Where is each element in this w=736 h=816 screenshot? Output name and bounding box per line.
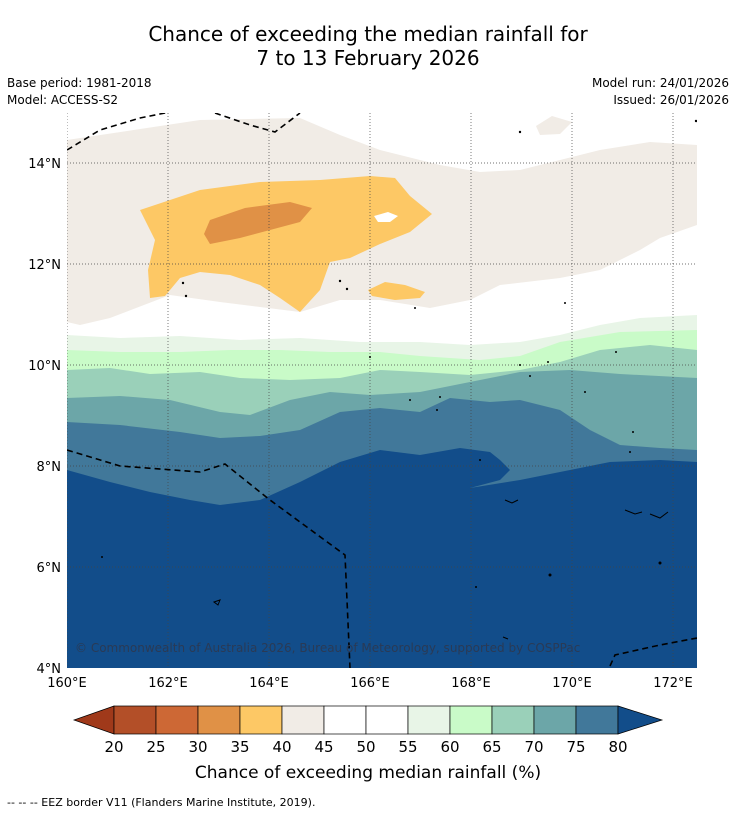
meta-left: Base period: 1981-2018 Model: ACCESS-S2 [7, 75, 152, 109]
colorbar-tick: 40 [272, 738, 291, 756]
eez-border [67, 113, 697, 668]
lat-label: 14°N [28, 157, 61, 172]
colorbar-tick: 60 [440, 738, 459, 756]
base-period: Base period: 1981-2018 [7, 76, 152, 90]
lon-label: 166°E [350, 676, 390, 691]
lon-label: 162°E [148, 676, 188, 691]
contour-35-40 [140, 176, 432, 312]
colorbar-tick: 55 [398, 738, 417, 756]
lon-label: 170°E [552, 676, 592, 691]
colorbar-swatch [197, 705, 241, 735]
colorbar-tick: 45 [314, 738, 333, 756]
colorbar-tick: 35 [230, 738, 249, 756]
lat-label: 4°N [37, 662, 62, 677]
island-outlines [212, 499, 669, 640]
map-copyright: © Commonwealth of Australia 2026, Bureau… [75, 641, 580, 655]
colorbar-tick: 75 [566, 738, 585, 756]
colorbar-swatch [533, 705, 577, 735]
lon-labels: 160°E 162°E 164°E 166°E 168°E 170°E 172°… [47, 676, 693, 691]
map-title: Chance of exceeding the median rainfall … [0, 22, 736, 70]
lat-label: 8°N [37, 460, 62, 475]
colorbar-tick: 65 [482, 738, 501, 756]
lat-labels: 14°N 12°N 10°N 8°N 6°N 4°N [28, 157, 61, 677]
colorbar-swatch [113, 705, 157, 735]
map-plot-area: © Commonwealth of Australia 2026, Bureau… [67, 113, 697, 668]
white-hole [374, 212, 398, 222]
model-name: Model: ACCESS-S2 [7, 93, 119, 107]
model-run: Model run: 24/01/2026 [591, 76, 729, 90]
colorbar-extend-high [617, 705, 664, 735]
colorbar-swatch [407, 705, 451, 735]
issued-date: Issued: 26/01/2026 [613, 93, 729, 107]
colorbar-swatch [155, 705, 199, 735]
colorbar-tick: 80 [608, 738, 627, 756]
colorbar-extend-low [72, 705, 115, 735]
lat-label: 10°N [28, 359, 61, 374]
colorbar-tick: 50 [356, 738, 375, 756]
contour-30-35 [204, 202, 312, 244]
islands [101, 119, 697, 588]
colorbar: 20 25 30 35 40 45 50 55 60 65 70 75 80 [72, 705, 664, 756]
lon-label: 164°E [249, 676, 289, 691]
colorbar-swatch [575, 705, 619, 735]
lon-label: 172°E [653, 676, 693, 691]
colorbar-tick: 30 [188, 738, 207, 756]
lon-label: 168°E [451, 676, 491, 691]
meta-right: Model run: 24/01/2026 Issued: 26/01/2026 [592, 75, 729, 109]
colorbar-swatch [281, 705, 325, 735]
colorbar-swatch [449, 705, 493, 735]
colorbar-tick: 20 [104, 738, 123, 756]
colorbar-tick: 70 [524, 738, 543, 756]
colorbar-tick: 25 [146, 738, 165, 756]
lat-label: 12°N [28, 258, 61, 273]
gridlines [67, 113, 697, 668]
contour-35-40-patch [368, 282, 425, 300]
colorbar-swatch [239, 705, 283, 735]
eez-footer-note: -- -- -- EEZ border V11 (Flanders Marine… [7, 796, 316, 809]
colorbar-swatch [491, 705, 535, 735]
beige-patch-top [536, 116, 572, 135]
title-line-1: Chance of exceeding the median rainfall … [148, 22, 588, 46]
colorbar-label: Chance of exceeding median rainfall (%) [195, 763, 541, 783]
colorbar-swatch [323, 705, 367, 735]
lat-label: 6°N [37, 561, 62, 576]
colorbar-swatch [365, 705, 409, 735]
lon-label: 160°E [47, 676, 87, 691]
title-line-2: 7 to 13 February 2026 [256, 46, 480, 70]
contour-85-plus [67, 448, 697, 668]
